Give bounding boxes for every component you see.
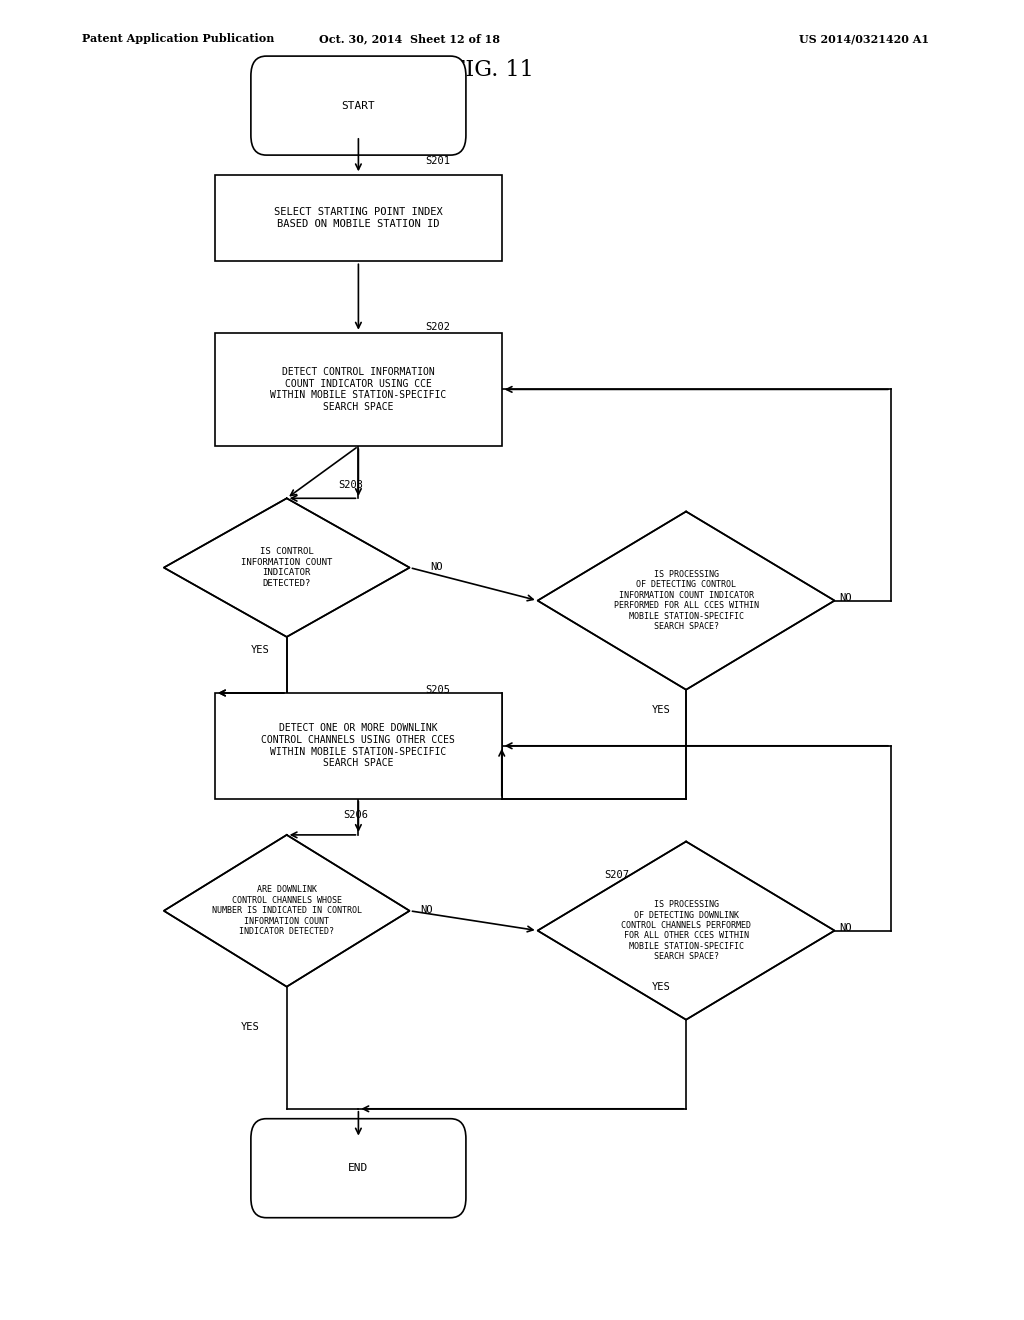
- Text: ARE DOWNLINK
CONTROL CHANNELS WHOSE
NUMBER IS INDICATED IN CONTROL
INFORMATION C: ARE DOWNLINK CONTROL CHANNELS WHOSE NUMB…: [212, 886, 361, 936]
- Polygon shape: [538, 511, 835, 689]
- Text: YES: YES: [652, 982, 671, 993]
- Text: S203: S203: [338, 480, 362, 491]
- Text: S206: S206: [343, 810, 368, 821]
- Text: Patent Application Publication: Patent Application Publication: [82, 33, 274, 44]
- Bar: [215, 693, 502, 799]
- Polygon shape: [164, 836, 410, 987]
- Text: FIG. 11: FIG. 11: [450, 59, 534, 82]
- Text: Oct. 30, 2014  Sheet 12 of 18: Oct. 30, 2014 Sheet 12 of 18: [319, 33, 500, 44]
- Bar: [215, 176, 502, 261]
- Text: DETECT CONTROL INFORMATION
COUNT INDICATOR USING CCE
WITHIN MOBILE STATION-SPECI: DETECT CONTROL INFORMATION COUNT INDICAT…: [270, 367, 446, 412]
- Text: YES: YES: [251, 645, 269, 656]
- Text: NO: NO: [840, 923, 852, 933]
- Polygon shape: [538, 842, 835, 1020]
- Text: S205: S205: [425, 685, 450, 696]
- Text: YES: YES: [652, 705, 671, 715]
- Text: S201: S201: [425, 156, 450, 166]
- Bar: [215, 334, 502, 446]
- Text: S207: S207: [604, 870, 629, 880]
- Text: IS CONTROL
INFORMATION COUNT
INDICATOR
DETECTED?: IS CONTROL INFORMATION COUNT INDICATOR D…: [241, 548, 333, 587]
- Text: SELECT STARTING POINT INDEX
BASED ON MOBILE STATION ID: SELECT STARTING POINT INDEX BASED ON MOB…: [274, 207, 442, 228]
- Text: US 2014/0321420 A1: US 2014/0321420 A1: [799, 33, 929, 44]
- FancyBboxPatch shape: [251, 1119, 466, 1217]
- Text: S202: S202: [425, 322, 450, 333]
- Text: NO: NO: [420, 906, 432, 916]
- Text: IS PROCESSING
OF DETECTING CONTROL
INFORMATION COUNT INDICATOR
PERFORMED FOR ALL: IS PROCESSING OF DETECTING CONTROL INFOR…: [613, 570, 759, 631]
- Text: IS PROCESSING
OF DETECTING DOWNLINK
CONTROL CHANNELS PERFORMED
FOR ALL OTHER CCE: IS PROCESSING OF DETECTING DOWNLINK CONT…: [622, 900, 751, 961]
- Text: END: END: [348, 1163, 369, 1173]
- Polygon shape: [164, 499, 410, 638]
- Text: DETECT ONE OR MORE DOWNLINK
CONTROL CHANNELS USING OTHER CCES
WITHIN MOBILE STAT: DETECT ONE OR MORE DOWNLINK CONTROL CHAN…: [261, 723, 456, 768]
- Text: START: START: [342, 100, 375, 111]
- Text: YES: YES: [241, 1022, 259, 1032]
- FancyBboxPatch shape: [251, 55, 466, 154]
- Text: NO: NO: [840, 593, 852, 603]
- Text: NO: NO: [430, 562, 442, 573]
